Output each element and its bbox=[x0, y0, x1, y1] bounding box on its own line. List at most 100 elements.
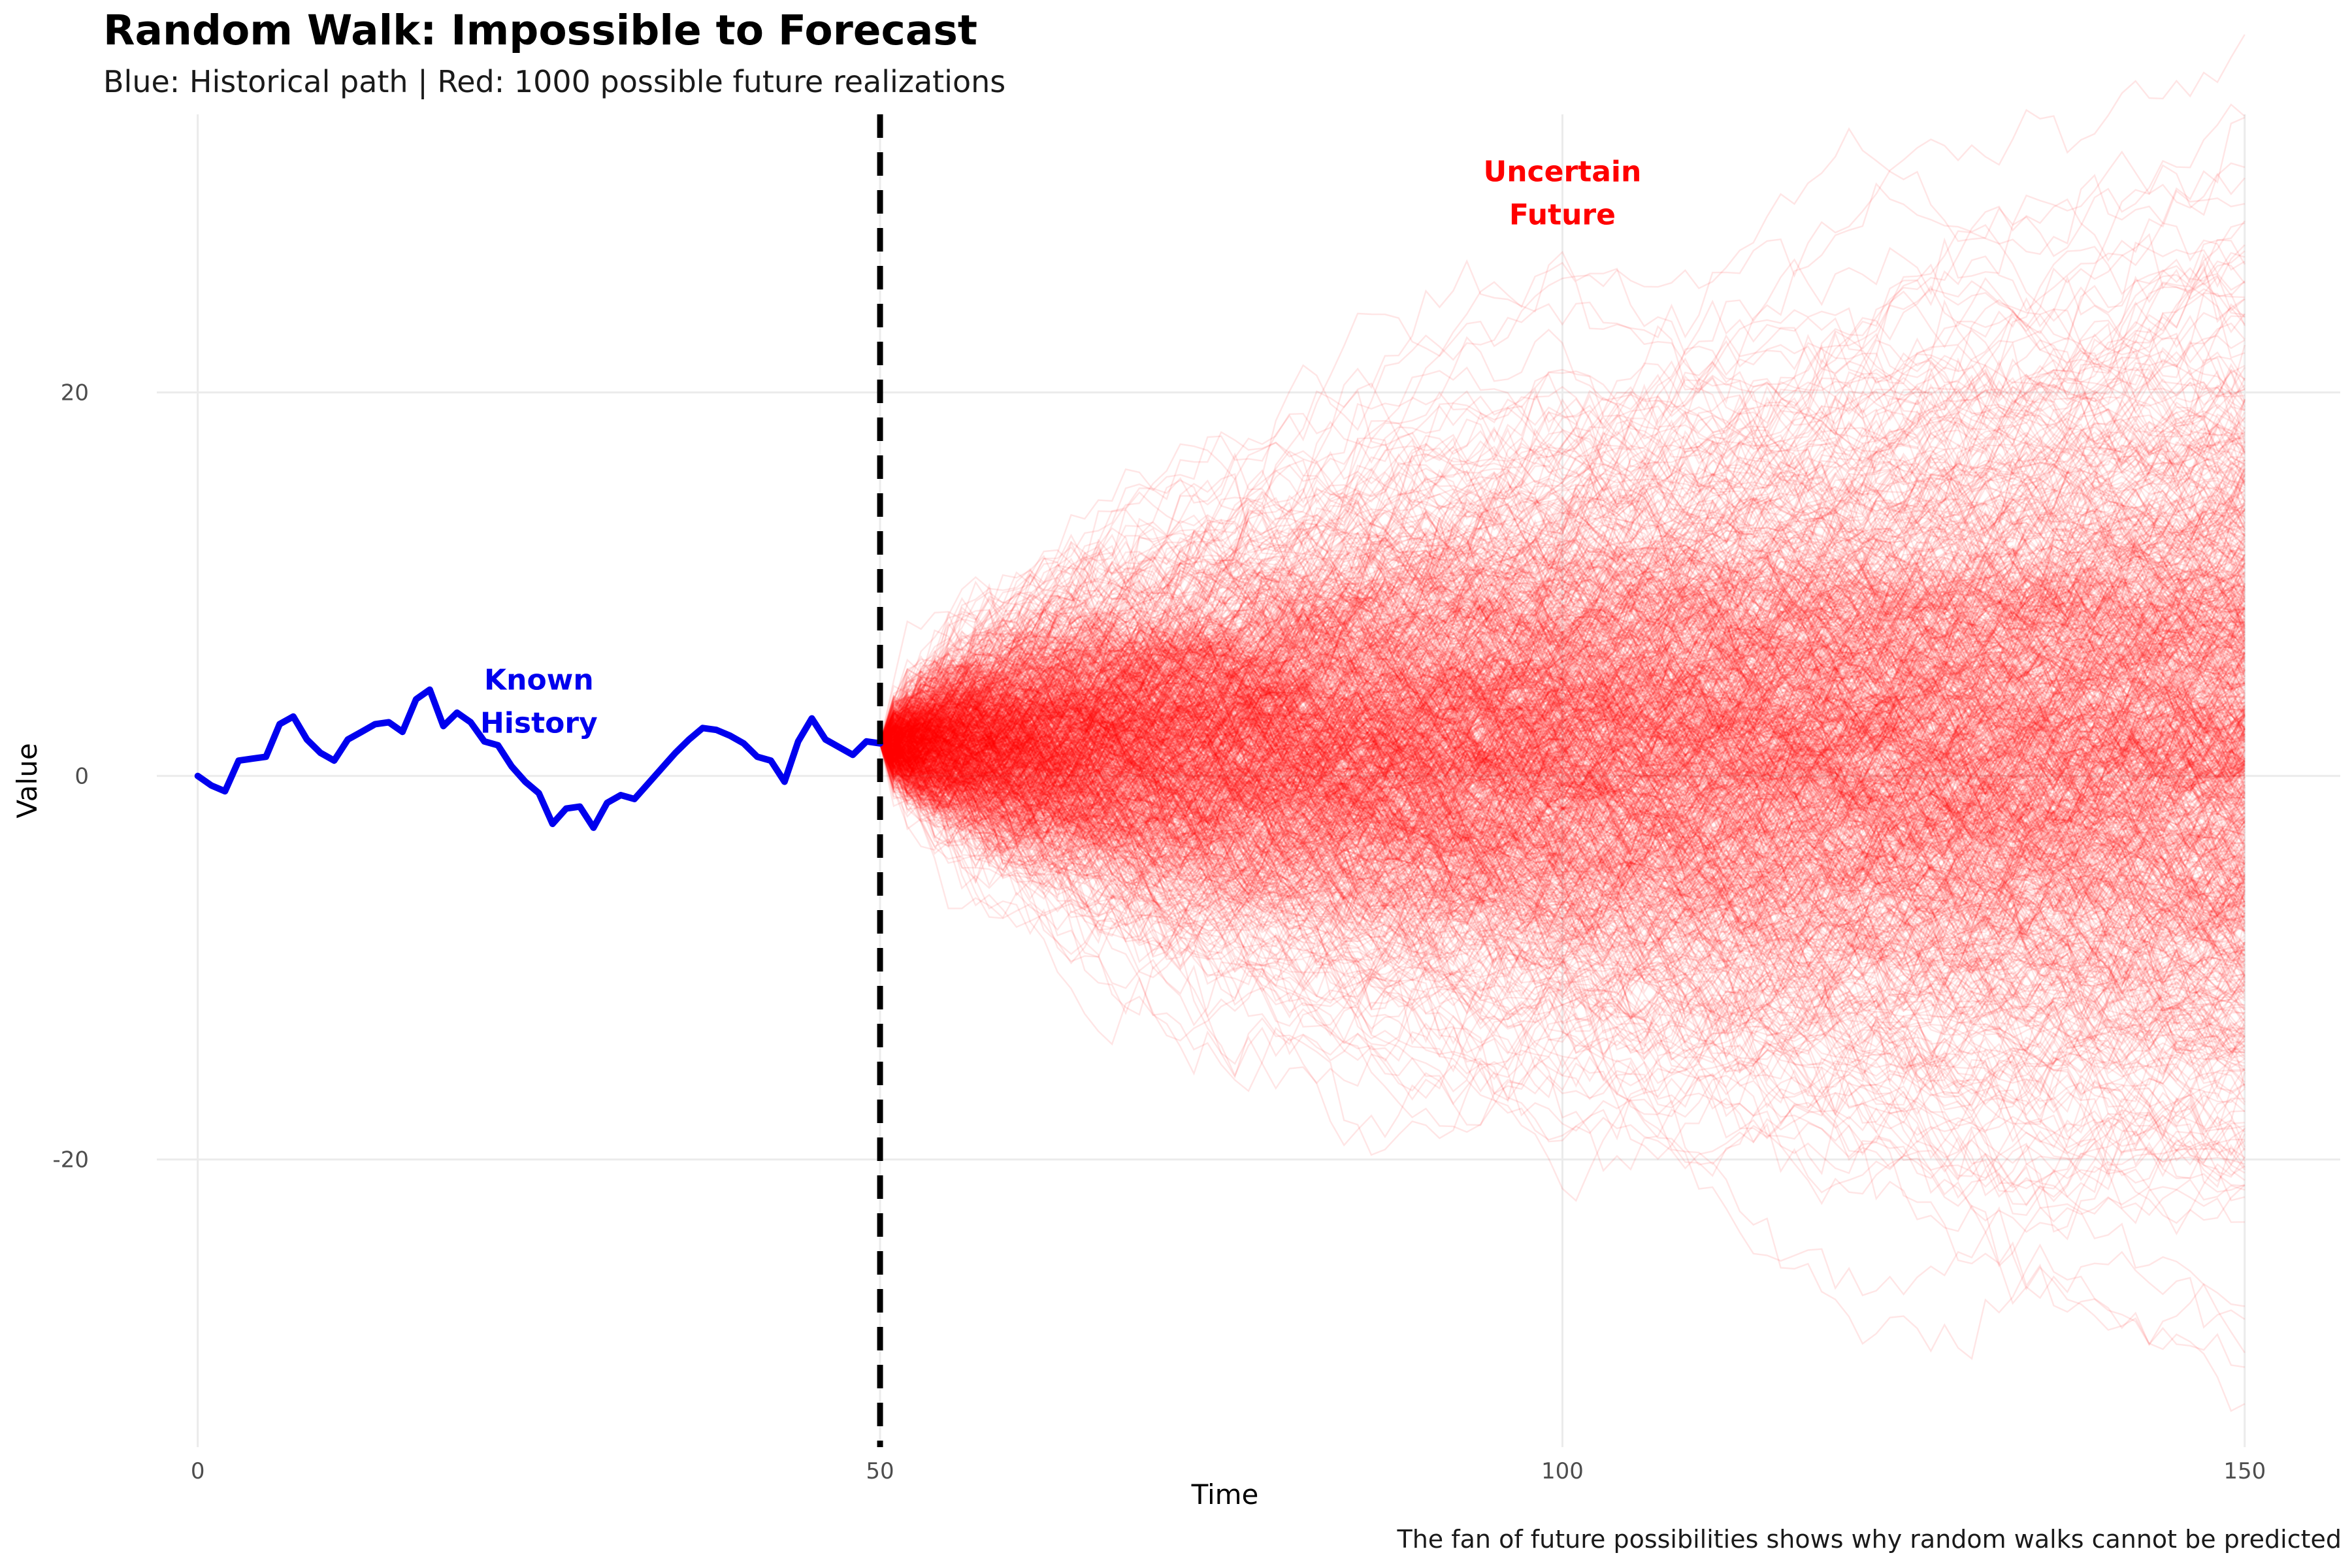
future-path bbox=[879, 677, 2246, 874]
future-path bbox=[879, 651, 2246, 874]
future-path bbox=[879, 710, 2246, 1160]
future-path bbox=[879, 673, 2246, 875]
future-path bbox=[879, 732, 2246, 932]
future-path bbox=[879, 685, 2246, 889]
future-path bbox=[879, 435, 2245, 744]
future-path bbox=[879, 700, 2246, 1136]
future-path bbox=[879, 625, 2246, 838]
future-path bbox=[879, 448, 2245, 796]
future-path bbox=[879, 640, 2246, 982]
future-path bbox=[879, 561, 2246, 802]
future-path bbox=[879, 457, 2245, 792]
future-path bbox=[879, 555, 2246, 818]
future-path bbox=[879, 538, 2246, 882]
future-path bbox=[879, 697, 2246, 935]
future-path bbox=[879, 629, 2246, 902]
future-path bbox=[879, 282, 2246, 862]
future-path bbox=[879, 335, 2246, 744]
future-path bbox=[879, 606, 2245, 778]
future-path bbox=[879, 556, 2245, 797]
future-path bbox=[879, 517, 2246, 808]
future-path bbox=[879, 567, 2246, 780]
future-path bbox=[879, 671, 2246, 950]
future-path bbox=[879, 617, 2246, 898]
future-path bbox=[879, 571, 2246, 788]
future-path bbox=[879, 595, 2246, 800]
future-path bbox=[879, 743, 2245, 1198]
future-path bbox=[879, 491, 2246, 1181]
future-path bbox=[879, 609, 2246, 907]
future-path bbox=[879, 591, 2246, 793]
future-path bbox=[879, 583, 2246, 1022]
future-path bbox=[879, 655, 2245, 1115]
future-path bbox=[879, 576, 2246, 857]
future-path bbox=[879, 563, 2246, 774]
future-path bbox=[879, 732, 2246, 1177]
future-path bbox=[879, 451, 2246, 744]
future-path bbox=[879, 712, 2246, 1048]
future-path bbox=[879, 613, 2246, 770]
future-path bbox=[879, 652, 2246, 1181]
future-path bbox=[879, 510, 2246, 794]
future-path bbox=[879, 571, 2246, 786]
annotation-label: Known History bbox=[480, 664, 598, 740]
future-path bbox=[879, 411, 2246, 762]
future-path bbox=[879, 504, 2246, 858]
future-path bbox=[879, 708, 2245, 1073]
future-path bbox=[879, 609, 2246, 990]
future-path bbox=[879, 485, 2246, 760]
future-path bbox=[879, 570, 2246, 814]
future-path bbox=[879, 443, 2246, 744]
future-path bbox=[879, 431, 2246, 744]
future-path bbox=[879, 559, 2246, 779]
future-path bbox=[879, 632, 2246, 1055]
future-path bbox=[879, 572, 2246, 782]
future-path bbox=[879, 445, 2246, 744]
future-path bbox=[879, 742, 2246, 979]
future-path bbox=[879, 652, 2246, 921]
future-path bbox=[879, 655, 2246, 823]
future-path bbox=[879, 743, 2246, 938]
future-path bbox=[879, 413, 2246, 864]
future-path bbox=[879, 564, 2246, 788]
future-path bbox=[879, 708, 2246, 1019]
future-path bbox=[879, 568, 2246, 822]
future-path bbox=[879, 668, 2246, 826]
future-path bbox=[879, 743, 2246, 1054]
future-path bbox=[879, 589, 2246, 838]
future-path bbox=[879, 742, 2245, 1205]
future-path bbox=[879, 502, 2246, 800]
future-path bbox=[879, 584, 2246, 856]
future-path bbox=[879, 676, 2246, 919]
future-path bbox=[879, 742, 2246, 851]
future-path bbox=[879, 709, 2246, 941]
future-path bbox=[879, 462, 2246, 764]
future-path bbox=[879, 700, 2246, 911]
y-axis-ticks: -20 0 20 bbox=[52, 380, 89, 1173]
future-path bbox=[879, 368, 2246, 768]
annotation-line: History bbox=[480, 707, 598, 740]
future-path bbox=[879, 717, 2246, 955]
future-path bbox=[879, 694, 2246, 867]
future-path bbox=[879, 525, 2246, 764]
future-path bbox=[879, 693, 2246, 916]
future-path bbox=[879, 677, 2246, 871]
future-path bbox=[879, 681, 2246, 815]
future-path bbox=[879, 742, 2246, 932]
future-path bbox=[879, 704, 2246, 1004]
future-path bbox=[879, 742, 2246, 1075]
future-path bbox=[879, 694, 2245, 1085]
future-path bbox=[879, 576, 2246, 761]
future-path bbox=[879, 555, 2246, 795]
future-path bbox=[879, 663, 2246, 939]
future-path bbox=[879, 474, 2246, 760]
future-path bbox=[879, 553, 2246, 777]
future-path bbox=[879, 661, 2246, 890]
future-path bbox=[879, 694, 2246, 1032]
future-path bbox=[879, 687, 2246, 915]
future-path bbox=[879, 655, 2246, 894]
future-path bbox=[879, 743, 2246, 1055]
future-path bbox=[879, 742, 2246, 1101]
future-path bbox=[879, 666, 2246, 907]
future-path bbox=[879, 709, 2246, 958]
